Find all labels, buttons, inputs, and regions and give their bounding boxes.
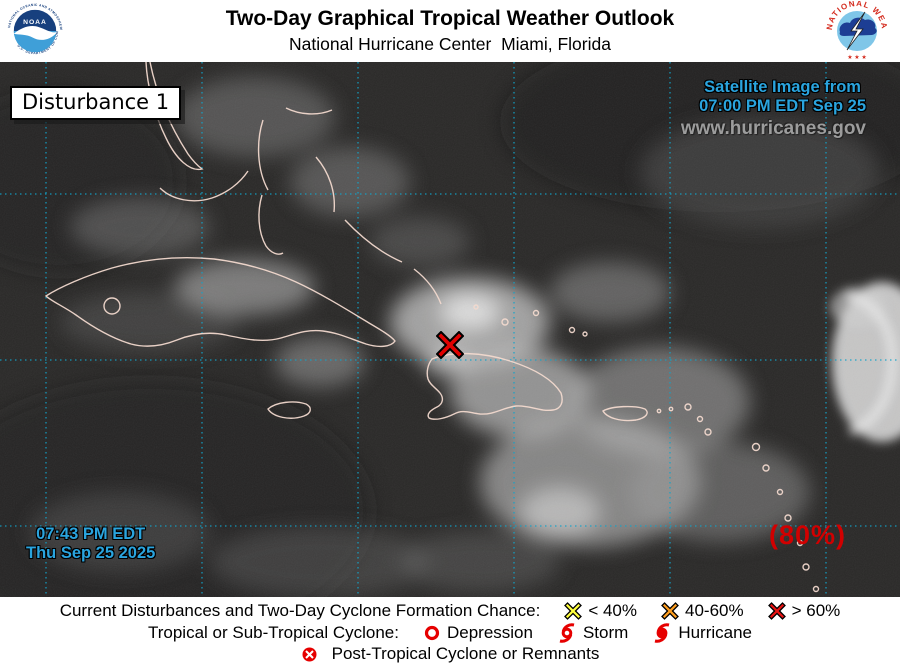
legend-item-lt40: < 40% [564,601,637,621]
legend-item-post-tropical: Post-Tropical Cyclone or Remnants [301,644,600,664]
noaa-logo-icon: NATIONAL OCEANIC AND ATMOSPHERIC ADMINIS… [6,2,64,60]
timestamp-line2: Thu Sep 25 2025 [26,544,156,562]
coast-jamaica [267,401,311,419]
coast-se-bahamas [473,304,588,337]
satellite-caption-line2: 07:00 PM EDT Sep 25 [699,97,866,115]
legend-row-chance: Current Disturbances and Two-Day Cyclone… [60,600,841,622]
coast-hispaniola [426,352,563,420]
header: NATIONAL OCEANIC AND ATMOSPHERIC ADMINIS… [0,0,900,62]
coast-exuma [344,219,403,263]
coast-bimini-bank [257,119,269,191]
website-watermark: www.hurricanes.gov [680,118,866,139]
legend-item-storm: Storm [557,622,628,644]
legend-lt40-label: < 40% [588,600,637,620]
satellite-image [0,62,900,597]
latlon-grid [0,62,900,597]
legend-gt60-label: > 60% [791,600,841,620]
formation-chance-percent: (80%) [769,520,847,550]
map-timestamp: 07:43 PM EDT Thu Sep 25 2025 [26,525,155,563]
hurricane-icon [654,622,670,643]
noaa-wordmark: NOAA [23,19,47,26]
legend-40-60-label: 40-60% [685,600,744,620]
legend-row-post-tropical: Post-Tropical Cyclone or Remnants [301,644,600,665]
nws-stars: ★ ★ ★ [847,54,866,61]
grain-texture [0,62,900,597]
legend-chance-label: Current Disturbances and Two-Day Cyclone… [59,600,541,620]
legend-storm-label: Storm [582,622,629,642]
coast-florida-keys [159,170,249,202]
timestamp-line1: 07:43 PM EDT [36,525,146,543]
legend: Current Disturbances and Two-Day Cyclone… [0,597,900,665]
coast-cuba [44,257,396,348]
legend-item-hurricane: Hurricane [652,622,752,644]
coast-long-island [413,268,442,305]
satellite-caption-line1: Satellite Image from [704,78,861,96]
legend-post-tropical-label: Post-Tropical Cyclone or Remnants [331,644,600,664]
page-title: Two-Day Graphical Tropical Weather Outlo… [225,7,675,30]
disturbance-x-marker[interactable] [436,331,464,359]
page-subtitle: National Hurricane Center Miami, Florida [289,34,611,54]
nws-logo-icon: NATIONAL WEATHER SERVICE ★ ★ ★ [818,1,888,61]
legend-item-40-60: 40-60% [661,601,744,621]
legend-cyclone-label: Tropical or Sub-Tropical Cyclone: [147,622,399,642]
coast-andros [258,194,284,255]
depression-icon [424,625,440,640]
legend-item-gt60: > 60% [767,600,841,621]
x-lt40-icon [564,601,583,620]
legend-row-cyclone: Tropical or Sub-Tropical Cyclone: Depres… [148,622,752,644]
legend-item-depression: Depression [423,623,533,643]
coast-isla-juventud [103,297,121,315]
post-tropical-icon [302,647,317,662]
satellite-map[interactable]: Disturbance 1 Satellite Image from 07:00… [0,62,900,597]
x-40-60-icon [661,601,679,620]
satellite-caption: Satellite Image from 07:00 PM EDT Sep 25 [699,78,866,116]
x-gt60-icon [767,601,786,620]
coast-lesser-antilles [656,403,820,593]
legend-hurricane-label: Hurricane [678,622,753,642]
coast-grand-bahama [285,107,333,115]
legend-depression-label: Depression [446,622,533,642]
storm-icon [559,622,575,643]
coast-puerto-rico [602,405,648,422]
coast-eleuthera [315,156,336,213]
disturbance-label[interactable]: Disturbance 1 [10,86,182,120]
